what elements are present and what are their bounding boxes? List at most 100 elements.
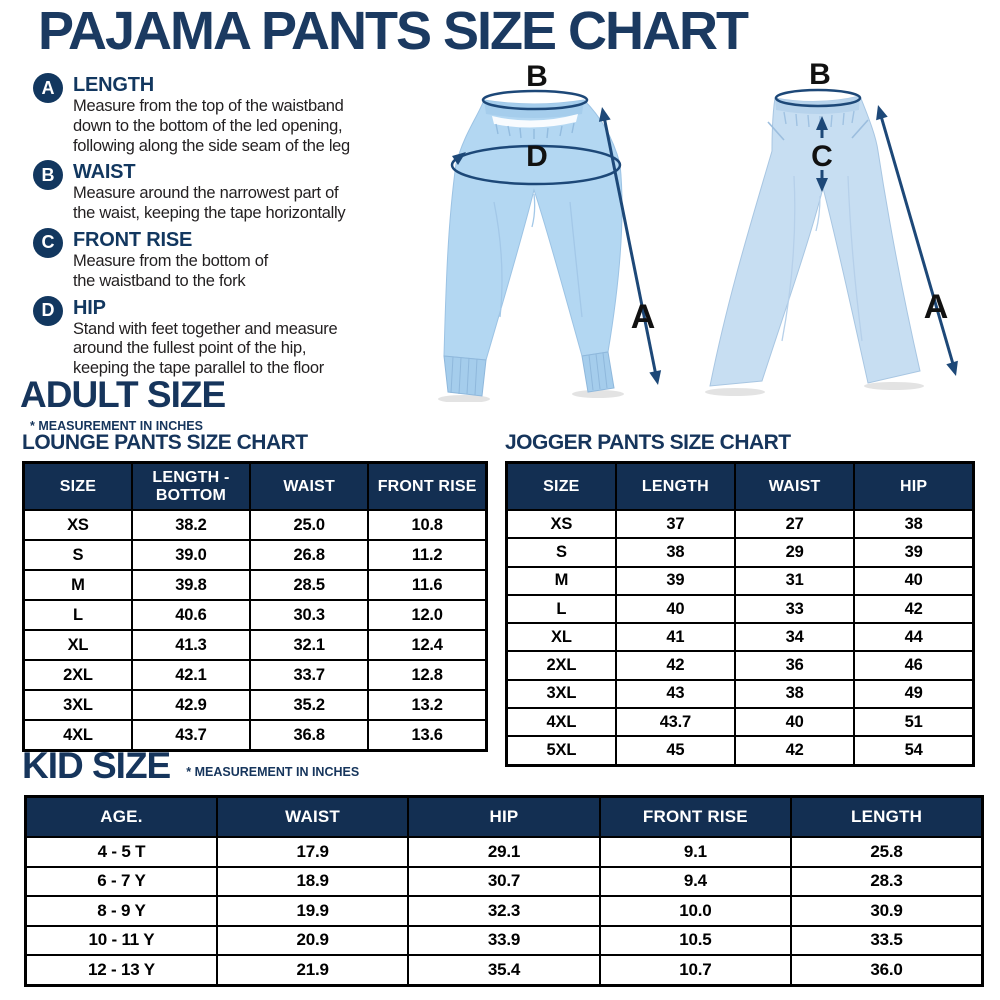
table-cell: 26.8: [249, 539, 370, 571]
table-cell: 49: [853, 678, 975, 710]
table-cell: 38.2: [130, 509, 252, 541]
hip-measure-ellipse: [450, 144, 622, 186]
table-cell: 9.1: [598, 836, 793, 868]
column-header: AGE.: [24, 795, 218, 838]
table-cell: 44: [853, 622, 975, 653]
table-cell: 6 - 7 Y: [24, 865, 218, 897]
hip-ellipse-arrowhead: [452, 152, 466, 165]
table-row: 2XL 42.1 33.7 12.8: [22, 659, 488, 691]
table-cell: 42: [614, 650, 736, 681]
jogger-chart-block: JOGGER PANTS SIZE CHART SIZE LENGTH WAIST H…: [505, 431, 975, 767]
table-cell: 39.0: [130, 539, 252, 571]
table-cell: 51: [853, 707, 975, 738]
table-cell: 10 - 11 Y: [24, 924, 218, 956]
table-row: S 38 29 39: [505, 537, 975, 568]
table-cell: 37: [614, 508, 736, 540]
table-cell: 12 - 13 Y: [24, 954, 218, 986]
waist-label: B: [809, 58, 831, 91]
front-rise-arrowhead-top: [816, 116, 828, 130]
table-cell: 29.1: [407, 836, 601, 868]
table-row: L 40.6 30.3 12.0: [22, 599, 488, 631]
table-cell: 27: [733, 508, 856, 540]
table-cell: 40.6: [130, 599, 252, 631]
definition-body: WAIST Measure around the narrowest part …: [73, 161, 346, 224]
table-cell: 38: [614, 537, 736, 568]
table-cell: M: [505, 565, 617, 596]
table-cell: L: [505, 593, 617, 625]
table-cell: 33.5: [790, 924, 984, 956]
table-cell: 41: [614, 622, 736, 653]
table-cell: 42: [733, 735, 856, 767]
length-arrowhead-bottom: [649, 370, 662, 385]
table-head: SIZE LENGTH WAIST HIP: [505, 461, 975, 511]
table-cell: XS: [505, 508, 617, 540]
table-cell: 30.3: [249, 599, 370, 631]
column-header: HIP: [853, 461, 975, 511]
table-cell: S: [22, 539, 133, 571]
table-row: XS 38.2 25.0 10.8: [22, 509, 488, 541]
table-cell: 38: [853, 508, 975, 540]
table-cell: 10.0: [598, 895, 793, 927]
letter-badge-b: B: [33, 160, 63, 191]
table-cell: 34: [733, 622, 856, 653]
table-cell: 43.7: [130, 719, 252, 752]
table-cell: 10.8: [367, 509, 488, 541]
table-cell: 41.3: [130, 629, 252, 661]
cuff-shadow: [572, 390, 624, 398]
table-row: 6 - 7 Y 18.9 30.7 9.4 28.3: [24, 865, 984, 897]
table-body: 4 - 5 T 17.9 29.1 9.1 25.8 6 - 7 Y 18.9 30.7 9.4…: [24, 836, 984, 986]
header-row: AGE. WAIST HIP FRONT RISE LENGTH: [24, 795, 984, 838]
table-cell: 18.9: [215, 865, 410, 897]
definition-body: LENGTH Measure from the top of the waist…: [73, 74, 350, 156]
kid-size-header: KID SIZE * MEASUREMENT IN INCHES: [22, 745, 359, 787]
table-row: M 39.8 28.5 11.6: [22, 569, 488, 601]
table-cell: XL: [22, 629, 133, 661]
table-row: 12 - 13 Y 21.9 35.4 10.7 36.0: [24, 954, 984, 986]
table-cell: 54: [853, 735, 975, 767]
table-cell: 36.8: [249, 719, 370, 752]
table-row: 3XL 43 38 49: [505, 678, 975, 710]
definitions-list: A LENGTH Measure from the top of the wai…: [33, 73, 445, 384]
column-header: HIP: [407, 795, 601, 838]
hem-shadow: [705, 388, 765, 396]
table-cell: XL: [505, 622, 617, 653]
table-cell: 33.9: [407, 924, 601, 956]
header-row: SIZE LENGTH WAIST HIP: [505, 461, 975, 511]
table-cell: 25.8: [790, 836, 984, 868]
definition-waist: B WAIST Measure around the narrowest par…: [33, 160, 445, 224]
length-arrowhead-top: [876, 105, 888, 121]
table-cell: 36.0: [790, 954, 984, 986]
column-header: FRONT RISE: [598, 795, 793, 838]
left-cuff-ribs: [450, 356, 478, 396]
lounge-pants-body: [709, 95, 921, 387]
table-row: 4XL 43.7 40 51: [505, 707, 975, 738]
left-cuff: [443, 355, 487, 397]
table-cell: 30.7: [407, 865, 601, 897]
jogger-size-table: SIZE LENGTH WAIST HIP XS 37 27 38 S 38 29 39 M 39 31 4…: [505, 461, 975, 767]
front-rise-label: C: [811, 140, 833, 173]
kid-chart-block: AGE. WAIST HIP FRONT RISE LENGTH 4 - 5 T 17.9…: [24, 795, 984, 987]
table-head: SIZE LENGTH - BOTTOM WAIST FRONT RISE: [22, 461, 488, 511]
column-header: LENGTH - BOTTOM: [130, 461, 252, 511]
cuff-shadow: [438, 395, 490, 402]
table-cell: 19.9: [215, 895, 410, 927]
waist-measure-ellipse: [774, 88, 862, 108]
front-rise-arrowhead-bottom: [816, 178, 828, 192]
definition-length: A LENGTH Measure from the top of the wai…: [33, 73, 445, 156]
column-header: WAIST: [249, 461, 370, 511]
definition-term: WAIST: [73, 161, 136, 184]
jogger-chart-title: JOGGER PANTS SIZE CHART: [505, 431, 791, 454]
hip-label: D: [526, 140, 548, 173]
table-body: XS 38.2 25.0 10.8 S 39.0 26.8 11.2 M 39.8 28.5 11.6…: [22, 509, 488, 752]
column-header: WAIST: [215, 795, 410, 838]
table-cell: 39.8: [130, 569, 252, 601]
definition-term: LENGTH: [73, 74, 155, 96]
length-arrow-line: [603, 118, 657, 374]
table-row: 8 - 9 Y 19.9 32.3 10.0 30.9: [24, 895, 984, 927]
table-row: 2XL 42 36 46: [505, 650, 975, 681]
right-cuff-ribs: [588, 352, 608, 391]
table-cell: 12.8: [367, 659, 488, 691]
table-cell: 45: [614, 735, 736, 767]
table-cell: 11.6: [367, 569, 488, 601]
definition-front-rise: C FRONT RISE Measure from the bottom of …: [33, 227, 445, 292]
